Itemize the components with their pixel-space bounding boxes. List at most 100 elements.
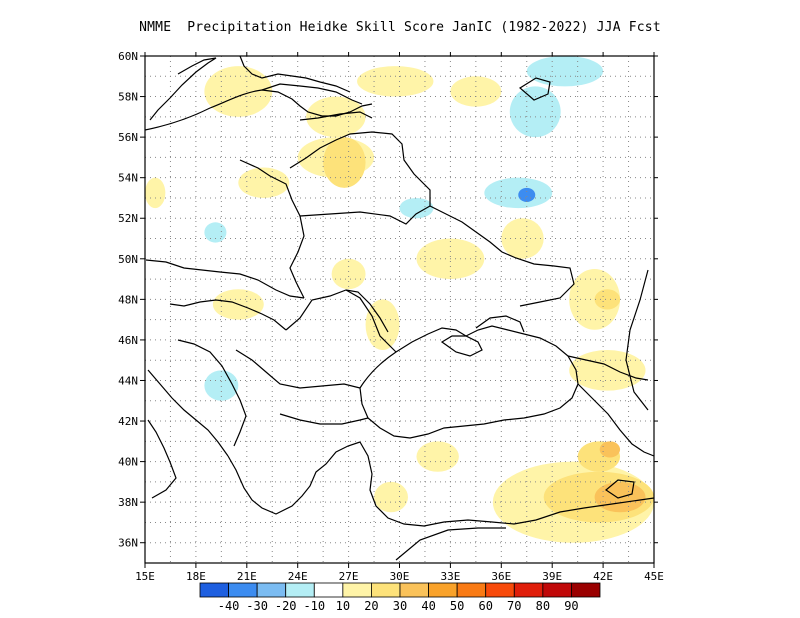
colorbar-label: 20 (364, 599, 378, 613)
colorbar-swatch (399, 582, 429, 598)
colorbar-swatch (285, 582, 315, 598)
turkey-south-coast (395, 527, 506, 561)
finland-coast (239, 55, 351, 93)
border-romania (285, 289, 397, 353)
colorbar-swatch (428, 582, 458, 598)
skill-region (357, 66, 434, 97)
border-central-europe (145, 259, 305, 299)
colorbar-swatch (199, 582, 229, 598)
colorbar-label: -10 (303, 599, 325, 613)
border-serbia-bulgaria (235, 349, 361, 389)
lon-tick-label: 18E (186, 570, 206, 583)
adriatic-coastline (147, 369, 229, 457)
skill-region (331, 258, 366, 290)
lon-tick-label: 15E (135, 570, 155, 583)
colorbar-swatch (456, 582, 487, 598)
border-bulgaria-greece (279, 413, 369, 425)
skill-region (145, 177, 166, 209)
colorbar-label: -20 (275, 599, 297, 613)
colorbar: -40 -30 -20 -10 10 20 30 40 50 60 70 80 90 (199, 582, 601, 613)
baltic-coastline (144, 89, 373, 131)
lat-tick-label: 50N (118, 253, 138, 266)
map-title: NMME Precipitation Heidke Skill Score Ja… (139, 20, 661, 35)
border-moldova (345, 289, 389, 333)
skill-region (204, 370, 239, 401)
aegean-coast-turkey (359, 441, 655, 527)
skill-region (204, 222, 227, 243)
lat-tick-label: 52N (118, 212, 138, 225)
lat-tick-label: 38N (118, 496, 138, 509)
border-baltic-states (289, 131, 431, 206)
border-hungary (169, 299, 287, 331)
lon-tick-label: 21E (237, 570, 257, 583)
skill-region (238, 167, 290, 198)
skill-region (501, 218, 544, 259)
lat-tick-label: 58N (118, 91, 138, 104)
skill-region (484, 177, 553, 209)
skill-region (374, 481, 408, 513)
skill-region (599, 441, 621, 458)
colorbar-swatch (513, 582, 544, 598)
colorbar-swatch (571, 582, 601, 598)
skill-region (399, 197, 434, 219)
skill-region (416, 441, 459, 472)
colorbar-swatch (371, 582, 401, 598)
italy-coastline (147, 419, 177, 499)
colorbar-swatch (228, 582, 258, 598)
skill-region (569, 268, 621, 330)
colorbar-label: 10 (336, 599, 350, 613)
coastlines-and-borders (144, 55, 655, 561)
gulf-of-finland-coast (261, 83, 363, 105)
black-sea-coastline (359, 325, 579, 439)
colorbar-swatch (313, 582, 344, 598)
border-russia-ukraine (429, 205, 575, 307)
lon-tick-label: 30E (390, 570, 410, 583)
skill-score-regions (145, 56, 654, 543)
crimea-coastline (440, 335, 483, 357)
skill-region (594, 289, 621, 310)
skill-region (569, 350, 646, 391)
lat-tick-label: 44N (118, 374, 138, 387)
greece-coastline (227, 441, 361, 515)
skill-region (526, 56, 604, 87)
border-caucasus (567, 355, 649, 381)
lon-tick-label: 36E (491, 570, 511, 583)
colorbar-label: 30 (393, 599, 407, 613)
colorbar-label: -40 (218, 599, 240, 613)
skill-region (518, 187, 536, 203)
lat-tick-label: 36N (118, 537, 138, 550)
border-turkey-east (577, 383, 655, 457)
lat-tick-label: 48N (118, 293, 138, 306)
lon-tick-label: 39E (542, 570, 562, 583)
skill-region (365, 299, 400, 351)
lake-ladoga (518, 77, 551, 101)
colorbar-swatch (542, 582, 572, 598)
colorbar-swatch (256, 582, 287, 598)
skill-region (323, 137, 366, 188)
colorbar-label: 40 (421, 599, 435, 613)
colorbar-swatch (485, 582, 515, 598)
lat-tick-label: 54N (118, 172, 138, 185)
colorbar-label: 80 (536, 599, 550, 613)
lat-tick-label: 60N (118, 50, 138, 63)
colorbar-swatch (342, 582, 372, 598)
lat-tick-label: 56N (118, 131, 138, 144)
skill-region (204, 66, 273, 117)
border-balkans-west (177, 339, 247, 447)
lon-tick-label: 42E (593, 570, 613, 583)
lon-tick-label: 45E (644, 570, 664, 583)
border-latvia-estonia (299, 111, 373, 121)
colorbar-label: -30 (246, 599, 268, 613)
border-belarus-ukraine (299, 205, 431, 225)
sweden-coastline (149, 57, 217, 121)
map-axes: 15E 18E 21E 24E 27E 30E 33E 36E 39E 42E 45E 36N 38N 4… (118, 50, 664, 583)
colorbar-label: 90 (564, 599, 578, 613)
colorbar-label: 60 (478, 599, 492, 613)
lon-tick-label: 24E (288, 570, 308, 583)
lon-tick-label: 33E (440, 570, 460, 583)
skill-region (509, 86, 561, 138)
caspian-coastline (625, 269, 649, 411)
sea-of-azov-coast (475, 315, 525, 333)
lat-tick-label: 40N (118, 456, 138, 469)
